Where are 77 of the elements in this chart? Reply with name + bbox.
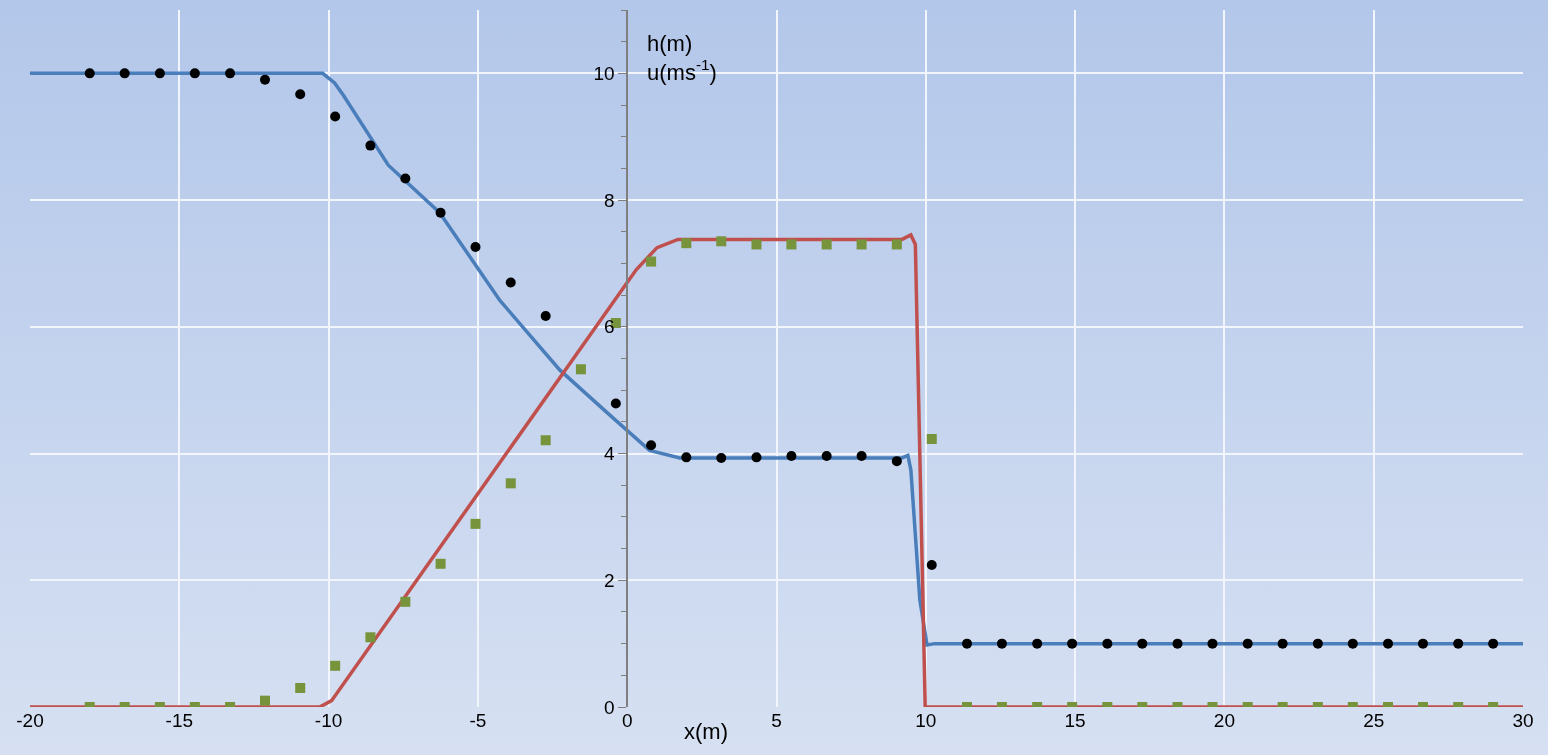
- x-tick-label: 20: [1213, 710, 1235, 731]
- point: [681, 238, 692, 249]
- point: [821, 451, 832, 462]
- y-tick-label: 4: [604, 443, 616, 465]
- point: [610, 398, 621, 409]
- point: [295, 89, 306, 100]
- point: [154, 68, 165, 79]
- point: [962, 638, 973, 649]
- point: [540, 435, 551, 446]
- point: [926, 560, 937, 571]
- x-tick-label: -15: [165, 710, 194, 731]
- point: [751, 452, 762, 463]
- point: [400, 173, 411, 184]
- point: [435, 207, 446, 218]
- point: [1067, 638, 1078, 649]
- point: [260, 695, 270, 706]
- point: [926, 433, 937, 444]
- point: [646, 440, 657, 451]
- point: [646, 256, 657, 267]
- point: [295, 682, 306, 693]
- x-tick-label: 30: [1512, 710, 1534, 731]
- point: [1102, 638, 1113, 649]
- point: [1137, 638, 1148, 649]
- point: [330, 111, 341, 122]
- point: [1277, 638, 1288, 649]
- point: [225, 68, 236, 79]
- x-tick-label: 5: [771, 710, 782, 731]
- y-axis-title: h(m) u(ms$^{-1}$): [647, 31, 717, 85]
- point: [751, 239, 762, 250]
- x-tick-label: -10: [314, 710, 343, 731]
- point: [1242, 638, 1253, 649]
- x-tick-label: 0: [621, 710, 633, 731]
- y-tick-label: 2: [604, 569, 615, 591]
- point: [786, 451, 797, 462]
- point: [1172, 638, 1183, 649]
- point: [1207, 638, 1218, 649]
- point: [470, 518, 481, 529]
- point: [400, 596, 411, 607]
- point: [891, 456, 902, 467]
- point: [1312, 638, 1323, 649]
- point: [681, 452, 692, 463]
- point: [1383, 638, 1394, 649]
- point: [1488, 638, 1499, 649]
- point: [1347, 638, 1358, 649]
- point: [856, 451, 867, 462]
- y-tick-label: 8: [604, 189, 615, 211]
- point: [1453, 638, 1464, 649]
- y-tick-label: 6: [604, 316, 615, 338]
- y-tick-label: 10: [593, 63, 615, 85]
- point: [891, 239, 902, 250]
- x-tick-label: 15: [1064, 710, 1086, 731]
- point: [996, 638, 1007, 649]
- point: [575, 364, 586, 375]
- point: [856, 239, 867, 250]
- point: [330, 660, 341, 671]
- x-tick-label: -20: [16, 710, 44, 731]
- point: [786, 239, 797, 250]
- point: [119, 68, 130, 79]
- x-tick-label: 25: [1363, 710, 1385, 731]
- point: [365, 632, 376, 643]
- point: [435, 558, 446, 569]
- point: [505, 478, 516, 489]
- point: [84, 68, 95, 79]
- point: [821, 239, 832, 250]
- x-tick-label: -5: [469, 710, 487, 731]
- point: [365, 140, 376, 151]
- point: [540, 311, 551, 322]
- point: [716, 452, 727, 463]
- point: [505, 277, 516, 288]
- x-tick-label: 10: [915, 710, 937, 731]
- point: [1417, 638, 1428, 649]
- x-axis-title: x(m): [684, 719, 728, 744]
- point: [1032, 638, 1043, 649]
- point: [716, 236, 727, 247]
- point: [260, 74, 270, 85]
- point: [470, 241, 481, 252]
- point: [189, 68, 200, 79]
